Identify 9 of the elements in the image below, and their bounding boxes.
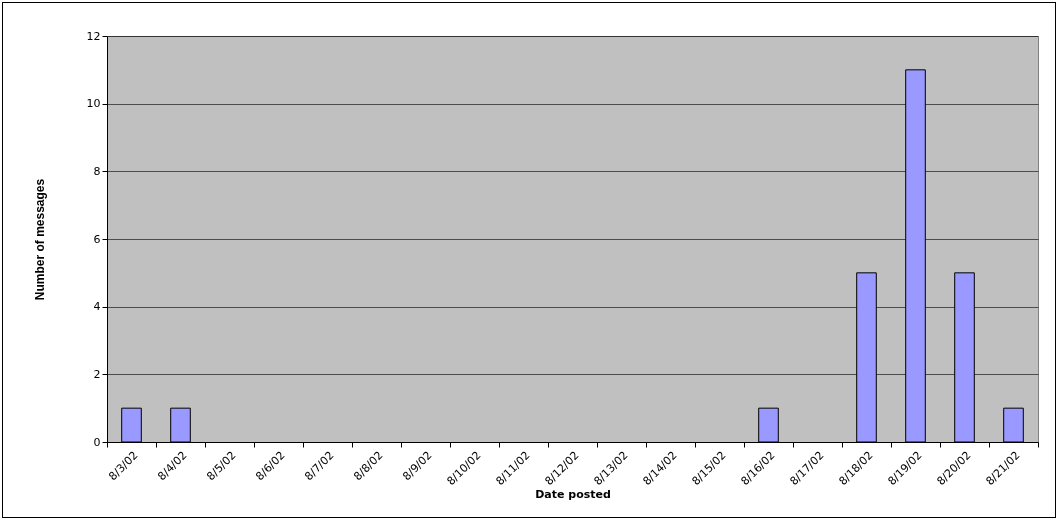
y-axis-title: Number of messages [32, 178, 47, 301]
y-tick-label: 4 [93, 300, 101, 314]
y-tick-label: 12 [86, 29, 101, 43]
y-tick-label: 8 [93, 164, 101, 178]
y-tick-label: 10 [86, 97, 101, 111]
y-tick-label: 2 [93, 367, 101, 381]
y-tick-label: 6 [93, 232, 101, 246]
y-tick-label: 0 [93, 435, 101, 449]
x-axis-title: Date posted [535, 488, 611, 502]
